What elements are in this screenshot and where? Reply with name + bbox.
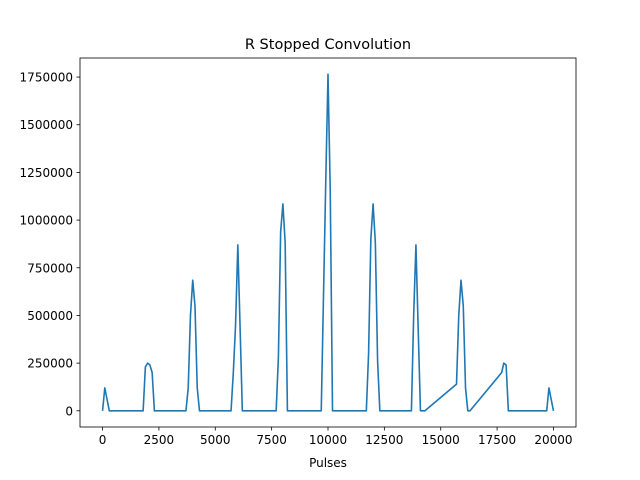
x-tick-label: 17500	[478, 433, 516, 447]
y-tick-label: 250000	[27, 357, 73, 371]
y-tick-label: 750000	[27, 261, 73, 275]
x-tick-label: 2500	[144, 433, 175, 447]
x-tick-label: 12500	[365, 433, 403, 447]
y-tick-label: 1500000	[20, 118, 73, 132]
y-tick-label: 0	[65, 404, 73, 418]
x-tick-label: 10000	[309, 433, 347, 447]
y-tick-label: 500000	[27, 309, 73, 323]
x-tick-label: 7500	[256, 433, 287, 447]
x-tick-label: 15000	[422, 433, 460, 447]
y-tick-label: 1750000	[20, 71, 73, 85]
y-tick-label: 1250000	[20, 166, 73, 180]
plot-area: 0 2500 5000 7500 10000 12500 15000 17500 20000 0 2…	[20, 57, 577, 447]
x-axis-label: Pulses	[309, 456, 347, 470]
x-tick-label: 5000	[200, 433, 231, 447]
series-line-0	[101, 73, 555, 412]
y-tick-label: 1000000	[20, 214, 73, 228]
x-tick-label: 20000	[534, 433, 572, 447]
chart-title: R Stopped Convolution	[245, 37, 411, 53]
x-tick-label: 0	[99, 433, 107, 447]
